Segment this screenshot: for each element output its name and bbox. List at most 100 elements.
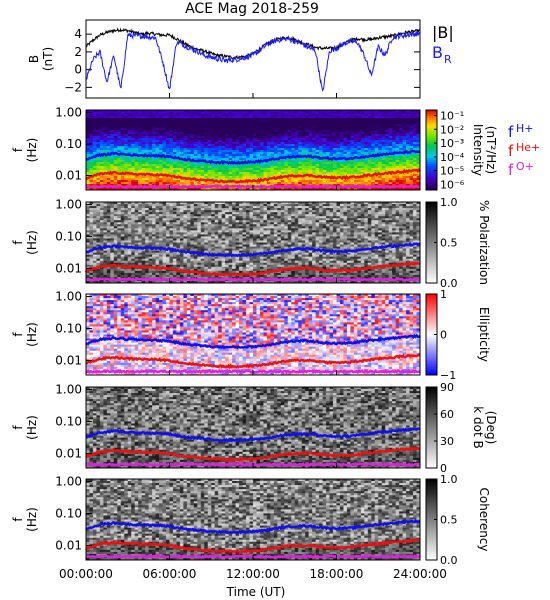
spectrogram-cell [148,118,153,121]
spectrogram-cell [110,120,115,123]
spectrogram-cell [155,124,160,127]
spectrogram-cell [197,120,202,123]
spectrogram-cell [186,128,191,131]
spectrogram-cell [152,138,156,141]
spectrogram-cell [110,160,115,163]
spectrogram-cell [169,120,174,123]
spectrogram-cell [134,110,139,113]
spectrogram-cell [99,166,104,169]
spectrogram-cell [124,130,129,133]
spectrogram-cell [96,114,101,117]
spectrogram-cell [92,120,97,123]
spectrogram-cell [120,158,125,161]
spectrogram-cell [193,154,198,157]
spectrogram-cell [148,188,153,191]
spectrogram-cell [96,110,101,113]
spectrogram-cell [159,134,163,137]
spectrogram-cell [200,120,205,123]
spectrogram-cell [117,170,122,173]
spectrogram-cell [127,134,132,137]
spectrogram-cell [183,152,188,155]
spectrogram-cell [148,136,153,139]
spectrogram-cell [197,176,202,179]
spectrogram-cell [131,120,136,123]
spectrogram-cell [138,138,143,141]
spectrogram-cell [197,136,202,139]
spectrogram-cell [176,172,181,175]
spectrogram-cell [96,162,101,165]
spectrogram-cell [89,170,94,173]
spectrogram-cell [117,164,122,167]
spectrogram-cell [113,188,118,191]
spectrogram-cell [86,134,90,137]
colorbar-label: Intensity [471,124,485,176]
spectrogram-cell [145,158,150,161]
spectrogram-cell [99,146,104,149]
spectrogram-cell [200,166,205,169]
spectrogram-cell [106,158,111,161]
spectrogram-cell [176,142,181,145]
spectrogram-cell [131,138,136,141]
spectrogram-cell [193,138,198,141]
spectrogram-cell [172,146,177,149]
spectrogram-cell [197,144,202,147]
spectrogram-cell [127,148,132,151]
spectrogram-cell [103,114,108,117]
spectrogram-cell [159,112,163,115]
spectrogram-cell [141,178,146,181]
spectrogram-cell [127,114,132,117]
spectrogram-cell [106,112,111,115]
spectrogram-cell [131,144,136,147]
spectrogram-cell [148,150,153,153]
spectrogram-cell [204,176,209,179]
spectrogram-cell [166,140,170,143]
spectrogram-cell [141,124,146,127]
spectrogram-cell [134,114,139,117]
spectrogram-cell [204,112,209,115]
spectrogram-cell [207,110,212,113]
spectrogram-cell [127,176,132,179]
spectrogram-cell [89,178,94,181]
spectrogram-cell [179,174,184,177]
spectrogram-cell [204,124,209,127]
spectrogram-cell [134,176,139,179]
spectrogram-cell [148,168,153,171]
spectrogram-cell [110,110,115,113]
spectrogram-cell [166,130,170,133]
spectrogram-cell [200,188,205,191]
spectrogram-cell [96,158,101,161]
spectrogram-cell [176,174,181,177]
spectrogram-cell [166,110,170,113]
spectrogram-cell [131,130,136,133]
spectrogram-cell [190,170,195,173]
spectrogram-cell [89,124,94,127]
spectrogram-cell [138,142,143,145]
spectrogram-cell [106,134,111,137]
spectrogram-cell [92,152,97,155]
spectrogram-cell [96,112,101,115]
spectrogram-cell [124,180,129,183]
spectrogram-cell [166,172,170,175]
spectrogram-cell [155,152,160,155]
spectrogram-cell [186,130,191,133]
spectrogram-cell [197,126,202,129]
spectrogram-cell [120,114,125,117]
spectrogram-cell [120,170,125,173]
spectrogram-cell [124,112,129,115]
spectrogram-cell [120,148,125,151]
spectrogram-cell [179,144,184,147]
spectrogram-cell [145,146,150,149]
spectrogram-cell [99,112,104,115]
spectrogram-cell [110,158,115,161]
spectrogram-cell [179,138,184,141]
spectrogram-cell [155,150,160,153]
spectrogram-cell [86,152,90,155]
spectrogram-cell [183,114,188,117]
spectrogram-cell [155,116,160,119]
spectrogram-cell [92,128,97,131]
spectrogram-cell [197,118,202,121]
spectrogram-cell [131,178,136,181]
spectrogram-cell [183,174,188,177]
spectrogram-cell [110,142,115,145]
spectrogram-cell [162,128,167,131]
